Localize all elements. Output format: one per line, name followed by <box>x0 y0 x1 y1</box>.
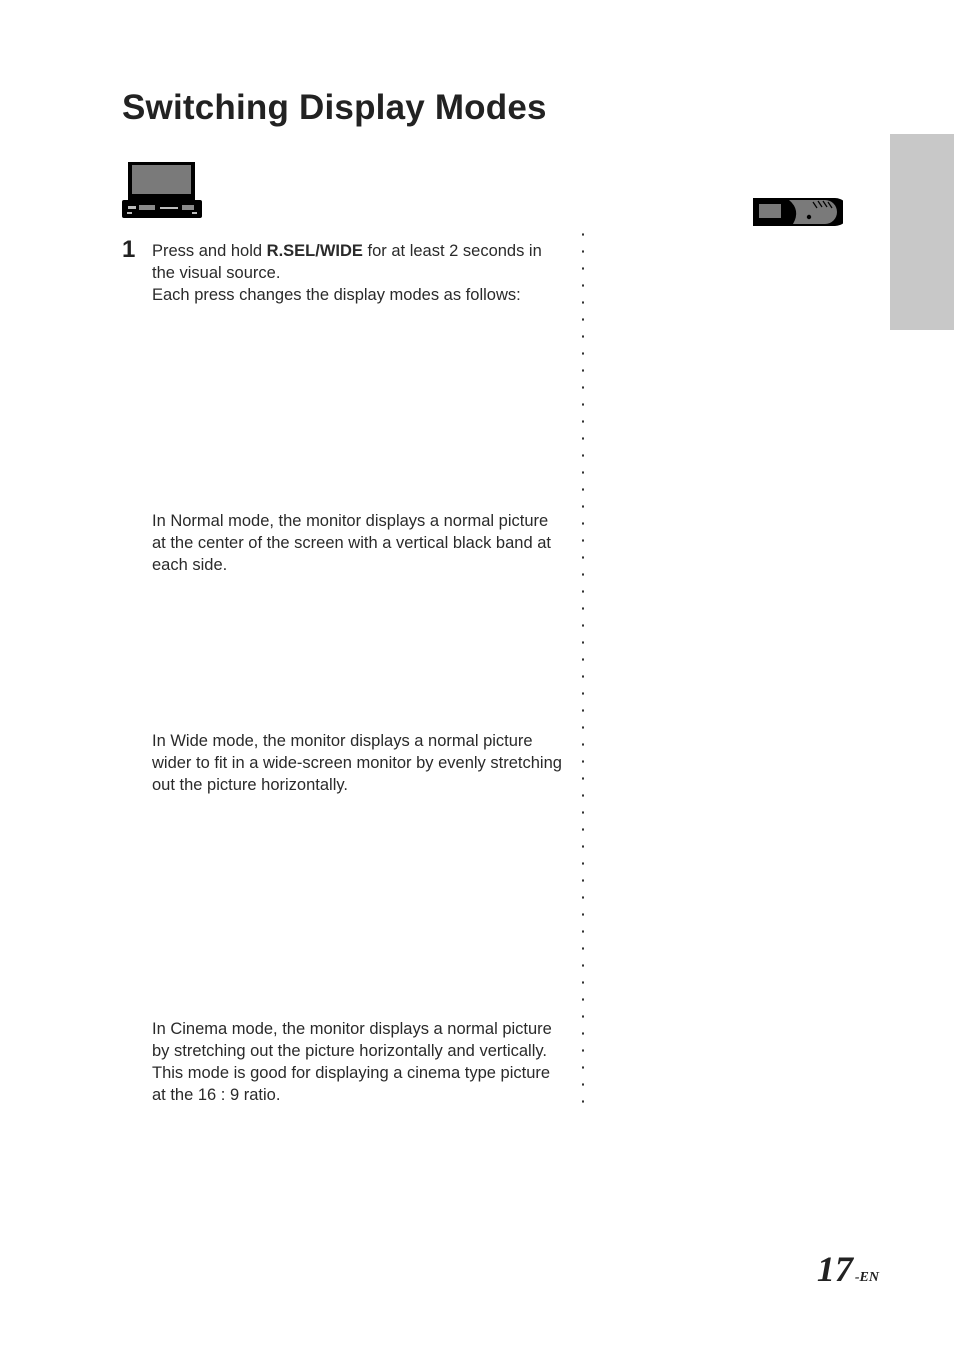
step-instruction-prefix: Press and hold <box>152 242 267 260</box>
rsel-wide-button-icon <box>751 196 843 230</box>
page-number: 17-EN <box>817 1248 879 1290</box>
page-number-suffix: -EN <box>853 1270 879 1285</box>
monitor-device-icon <box>122 162 202 220</box>
wide-mode-description: In Wide mode, the monitor displays a nor… <box>152 730 564 796</box>
side-tab-bar <box>890 134 954 330</box>
normal-mode-description: In Normal mode, the monitor displays a n… <box>152 510 564 576</box>
vertical-dotted-divider <box>582 226 584 1106</box>
cinema-mode-description: In Cinema mode, the monitor displays a n… <box>152 1018 564 1106</box>
step-instruction-button-label: R.SEL/WIDE <box>267 242 363 260</box>
step-instruction-line2: Each press changes the display modes as … <box>152 286 521 304</box>
page-number-main: 17 <box>817 1249 853 1289</box>
page-title: Switching Display Modes <box>122 88 547 128</box>
step-instruction-block: Press and hold R.SEL/WIDE for at least 2… <box>152 240 564 306</box>
step-number: 1 <box>122 236 135 264</box>
